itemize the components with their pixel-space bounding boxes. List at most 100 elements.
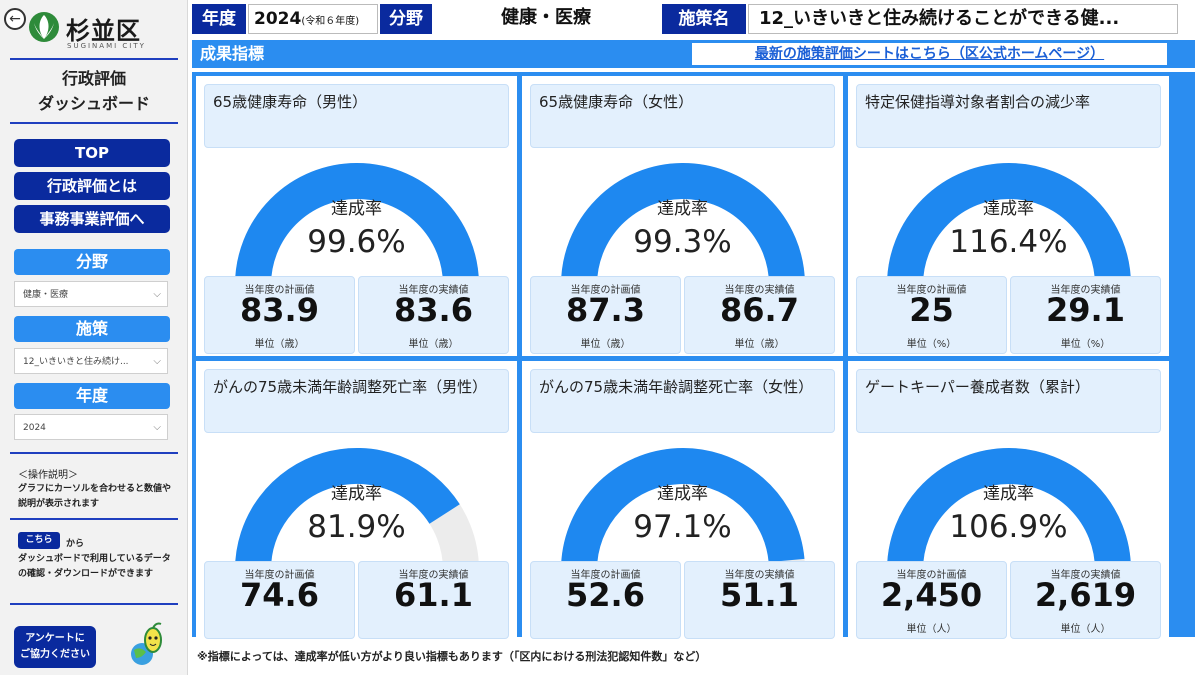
actual-value-box-caption: 当年度の実績値 [724, 285, 795, 296]
data-download-link-button[interactable]: こちら [18, 532, 60, 549]
policy-header-value: 12_いきいきと住み続けることができる健... [748, 4, 1178, 34]
indicator-title: がんの75歳未満年齢調整死亡率（男性） [204, 369, 509, 433]
actual-value-box-unit: 単位（%） [1060, 339, 1111, 350]
survey-button-line1: アンケートに [25, 633, 85, 644]
year-filter-select[interactable]: 2024 ⌵ [14, 414, 168, 440]
divider [10, 518, 178, 520]
here-suffix-text: から [66, 539, 85, 549]
actual-value-box[interactable]: 当年度の実績値 2,619 単位（人） [1010, 561, 1161, 639]
field-header-label: 分野 [380, 4, 432, 34]
chevron-down-icon: ⌵ [153, 422, 161, 433]
suginami-leaf-icon [29, 12, 59, 42]
dashboard-title: 行政評価 ダッシュボード [0, 66, 188, 116]
achievement-gauge[interactable] [226, 154, 488, 304]
plan-value-box[interactable]: 当年度の計画値 2,450 単位（人） [856, 561, 1007, 639]
plan-value-box[interactable]: 当年度の計画値 52.6 [530, 561, 681, 639]
plan-value-box-caption: 当年度の計画値 [896, 285, 967, 296]
gauge-label: 達成率 [983, 199, 1034, 219]
achievement-gauge[interactable] [552, 154, 814, 304]
plan-value-box-value: 2,450 [880, 576, 983, 614]
actual-value-box[interactable]: 当年度の実績値 86.7 単位（歳） [684, 276, 835, 354]
year-filter-value: 2024 [23, 423, 46, 433]
survey-button-line2: ご協力ください [20, 649, 90, 660]
gauge-label: 達成率 [331, 484, 382, 504]
achievement-rate: 116.4% [949, 224, 1068, 260]
achievement-rate: 106.9% [949, 509, 1068, 545]
indicator-card[interactable]: 65歳健康寿命（男性） 達成率 99.6% 当年度の計画値 83.9 単位（歳） 当年度の実… [196, 76, 517, 356]
field-filter-select[interactable]: 健康・医療 ⌵ [14, 281, 168, 307]
year-header-value: 2024(令和６年度) [248, 4, 378, 34]
plan-value-box[interactable]: 当年度の計画値 87.3 単位（歳） [530, 276, 681, 354]
plan-value-box-value: 25 [909, 291, 954, 329]
achievement-gauge[interactable] [226, 439, 488, 589]
policy-filter-select[interactable]: 12_いきいきと住み続け... ⌵ [14, 348, 168, 374]
gauge-fill [235, 163, 479, 286]
policy-filter-value: 12_いきいきと住み続け... [23, 357, 129, 367]
plan-value-box-value: 83.9 [240, 291, 319, 329]
actual-value-box-caption: 当年度の実績値 [1050, 570, 1121, 581]
achievement-rate: 97.1% [633, 509, 732, 545]
gauge-fill [235, 448, 460, 571]
plan-value-box-caption: 当年度の計画値 [244, 285, 315, 296]
logo-text: 杉並区 [66, 17, 141, 45]
year-header-number: 2024 [254, 9, 302, 29]
actual-value-box[interactable]: 当年度の実績値 83.6 単位（歳） [358, 276, 509, 354]
indicator-card[interactable]: 特定保健指導対象者割合の減少率 達成率 116.4% 当年度の計画値 25 単位（%） 当年… [848, 76, 1169, 356]
sidebar: ← 杉並区 SUGINAMI CITY 行政評価 ダッシュボード TOP 行政評… [0, 0, 188, 675]
plan-value-box[interactable]: 当年度の計画値 74.6 [204, 561, 355, 639]
year-header-note: (令和６年度) [301, 16, 360, 27]
indicator-card[interactable]: がんの75歳未満年齢調整死亡率（男性） 達成率 81.9% 当年度の計画値 74.6 当年… [196, 361, 517, 641]
indicator-card[interactable]: ゲートキーパー養成者数（累計） 達成率 106.9% 当年度の計画値 2,450 単位（人… [848, 361, 1169, 641]
dashboard-title-line1: 行政評価 [61, 69, 126, 88]
field-header-value: 健康・医療 [434, 4, 658, 34]
actual-value-box-value: 51.1 [720, 576, 799, 614]
plan-value-box-value: 74.6 [240, 576, 319, 614]
data-download-text: ダッシュボードで利用しているデータの確認・ダウンロードができます [18, 554, 171, 579]
city-logo: 杉並区 SUGINAMI CITY [28, 9, 168, 53]
plan-value-box-unit: 単位（歳） [254, 339, 305, 350]
actual-value-box[interactable]: 当年度の実績値 51.1 [684, 561, 835, 639]
indicator-card[interactable]: 65歳健康寿命（女性） 達成率 99.3% 当年度の計画値 87.3 単位（歳） 当年度の実… [522, 76, 843, 356]
survey-button[interactable]: アンケートに ご協力ください [14, 626, 96, 668]
divider [10, 122, 178, 124]
actual-value-box-unit: 単位（人） [1060, 624, 1111, 635]
plan-value-box-unit: 単位（人） [906, 624, 957, 635]
instructions-text: グラフにカーソルを合わせると数値や説明が表示されます [18, 484, 172, 509]
plan-value-box[interactable]: 当年度の計画値 25 単位（%） [856, 276, 1007, 354]
achievement-gauge[interactable] [878, 439, 1140, 589]
chevron-down-icon: ⌵ [153, 289, 161, 300]
actual-value-box-value: 61.1 [394, 576, 473, 614]
field-filter-label: 分野 [14, 249, 170, 275]
indicator-title: がんの75歳未満年齢調整死亡率（女性） [530, 369, 835, 433]
actual-value-box-caption: 当年度の実績値 [724, 570, 795, 581]
actual-value-box-unit: 単位（歳） [408, 339, 459, 350]
project-evaluation-button[interactable]: 事務事業評価へ [14, 205, 170, 233]
results-indicator-bar: 成果指標 最新の施策評価シートはこちら（区公式ホームページ） [192, 40, 1195, 68]
actual-value-box-caption: 当年度の実績値 [398, 285, 469, 296]
divider [10, 452, 178, 454]
evaluation-sheet-link[interactable]: 最新の施策評価シートはこちら（区公式ホームページ） [692, 43, 1167, 65]
indicator-title: 65歳健康寿命（男性） [204, 84, 509, 148]
plan-value-box-unit: 単位（%） [906, 339, 957, 350]
actual-value-box[interactable]: 当年度の実績値 29.1 単位（%） [1010, 276, 1161, 354]
actual-value-box-value: 83.6 [394, 291, 473, 329]
back-arrow-icon[interactable]: ← [4, 8, 26, 30]
year-header-label: 年度 [192, 4, 246, 34]
achievement-gauge[interactable] [878, 154, 1140, 304]
gauge-fill [561, 448, 805, 571]
plan-value-box-unit: 単位（歳） [580, 339, 631, 350]
actual-value-box-caption: 当年度の実績値 [398, 570, 469, 581]
indicator-title: 特定保健指導対象者割合の減少率 [856, 84, 1161, 148]
policy-header-label: 施策名 [662, 4, 746, 34]
actual-value-box-value: 29.1 [1046, 291, 1125, 329]
achievement-gauge[interactable] [552, 439, 814, 589]
plan-value-box[interactable]: 当年度の計画値 83.9 単位（歳） [204, 276, 355, 354]
gauge-label: 達成率 [331, 199, 382, 219]
top-button[interactable]: TOP [14, 139, 170, 167]
gauge-label: 達成率 [657, 199, 708, 219]
actual-value-box[interactable]: 当年度の実績値 61.1 [358, 561, 509, 639]
instructions-title: ＜操作説明＞ [18, 470, 78, 481]
about-evaluation-button[interactable]: 行政評価とは [14, 172, 170, 200]
divider [10, 58, 178, 60]
indicator-card[interactable]: がんの75歳未満年齢調整死亡率（女性） 達成率 97.1% 当年度の計画値 52.6 当年… [522, 361, 843, 641]
